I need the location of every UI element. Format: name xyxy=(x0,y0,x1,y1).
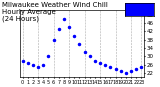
Text: Milwaukee Weather Wind Chill
Hourly Average
(24 Hours): Milwaukee Weather Wind Chill Hourly Aver… xyxy=(2,2,108,22)
